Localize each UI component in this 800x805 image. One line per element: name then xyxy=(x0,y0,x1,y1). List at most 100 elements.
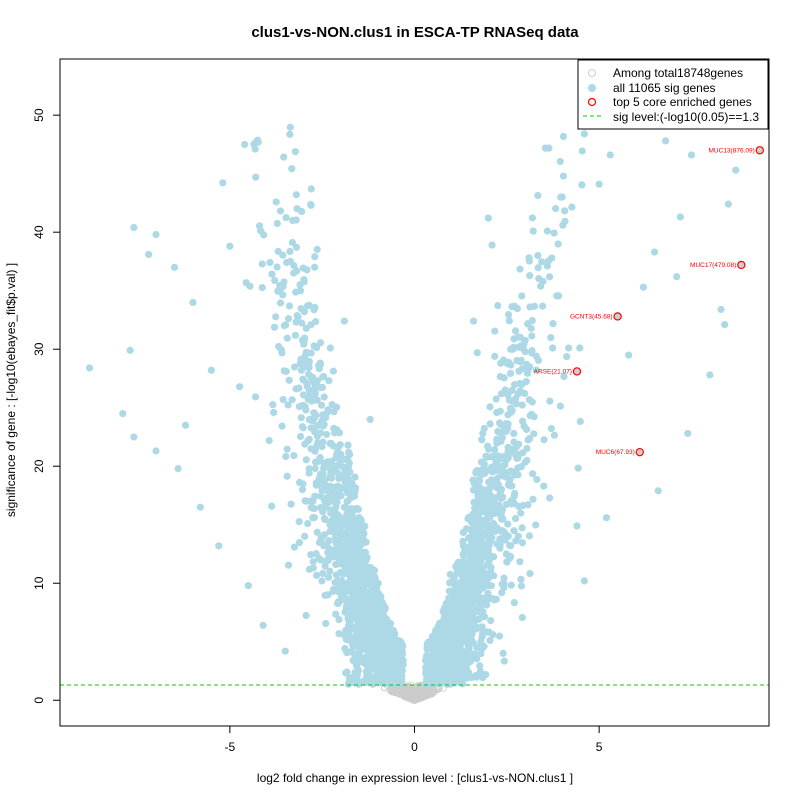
sig-point xyxy=(297,414,305,422)
sig-point xyxy=(296,281,304,289)
sig-point xyxy=(258,284,266,292)
sig-point xyxy=(357,655,365,663)
sig-point xyxy=(486,636,494,645)
sig-point xyxy=(506,467,515,475)
sig-point xyxy=(344,579,352,587)
sig-point xyxy=(494,452,502,460)
sig-point xyxy=(284,314,293,323)
sig-point xyxy=(369,579,377,587)
sig-point xyxy=(518,539,527,547)
sig-point xyxy=(329,367,337,375)
sig-point xyxy=(319,569,327,578)
sig-point xyxy=(480,486,488,494)
sig-point xyxy=(488,478,496,486)
sig-point xyxy=(333,599,342,608)
sig-point xyxy=(341,544,349,553)
sig-point xyxy=(351,596,359,604)
sig-point xyxy=(512,443,520,452)
sig-point xyxy=(491,352,499,360)
chart-title: clus1-vs-NON.clus1 in ESCA-TP RNASeq dat… xyxy=(251,24,579,41)
sig-point xyxy=(491,509,499,517)
top-gene-label: MUC13(876.09) xyxy=(709,147,755,154)
sig-point xyxy=(452,678,461,686)
sig-point xyxy=(304,519,312,528)
sig-point xyxy=(307,445,315,453)
sig-point xyxy=(324,556,332,565)
sig-point xyxy=(517,575,525,583)
sig-point xyxy=(342,520,351,528)
sig-point xyxy=(505,317,513,325)
sig-point xyxy=(514,464,522,472)
sig-point xyxy=(283,445,291,453)
sig-point xyxy=(433,647,441,655)
sig-point xyxy=(493,540,501,548)
sig-point xyxy=(301,402,309,410)
sig-point xyxy=(522,425,531,434)
legend-marker-top xyxy=(587,97,597,107)
sig-point xyxy=(578,147,586,155)
sig-point xyxy=(320,372,328,381)
x-tick-label: -5 xyxy=(225,740,236,754)
sig-point xyxy=(334,560,343,568)
sig-point xyxy=(533,475,541,484)
sig-point xyxy=(440,646,448,654)
sig-point xyxy=(301,352,309,360)
sig-point xyxy=(490,596,498,604)
sig-point xyxy=(478,436,486,444)
sig-point xyxy=(297,207,306,216)
sig-point xyxy=(311,464,319,473)
top-gene-point xyxy=(737,260,746,270)
sig-point xyxy=(511,327,520,335)
sig-point xyxy=(265,437,273,445)
sig-point xyxy=(528,332,536,340)
sig-point xyxy=(301,532,309,540)
sig-point xyxy=(130,223,138,232)
top-gene-point xyxy=(635,447,644,457)
sig-point xyxy=(293,312,301,320)
sig-point xyxy=(532,366,540,374)
sig-point xyxy=(549,320,557,328)
sig-point xyxy=(315,361,323,370)
sig-point xyxy=(295,402,304,411)
sig-point xyxy=(335,429,344,437)
sig-point xyxy=(283,258,291,267)
sig-point xyxy=(505,480,513,488)
sig-point xyxy=(310,514,319,522)
sig-point xyxy=(361,566,369,574)
sig-point xyxy=(528,316,536,325)
sig-point xyxy=(469,639,477,647)
sig-point xyxy=(292,318,300,326)
sig-point xyxy=(486,420,494,428)
sig-point xyxy=(506,408,515,416)
sig-point xyxy=(546,397,554,405)
sig-point xyxy=(331,578,339,586)
sig-point xyxy=(717,305,725,314)
sig-point xyxy=(496,509,504,517)
sig-point xyxy=(298,486,307,494)
sig-point xyxy=(305,415,314,423)
sig-point xyxy=(497,485,506,493)
sig-point xyxy=(553,292,561,300)
sig-point xyxy=(305,357,313,366)
sig-point xyxy=(215,542,223,550)
sig-point xyxy=(504,520,512,528)
sig-point xyxy=(428,653,436,661)
sig-point xyxy=(487,616,495,625)
sig-point xyxy=(330,424,338,432)
sig-point xyxy=(550,229,558,237)
sig-point xyxy=(519,345,527,353)
sig-point xyxy=(322,619,330,628)
sig-point xyxy=(483,509,491,517)
sig-point xyxy=(493,524,501,532)
sig-point xyxy=(485,527,493,536)
sig-point xyxy=(472,469,481,477)
sig-point xyxy=(470,519,478,527)
sig-point xyxy=(276,299,285,307)
sig-point xyxy=(344,507,352,515)
sig-point xyxy=(341,478,349,486)
sig-point xyxy=(297,366,306,374)
sig-point xyxy=(349,634,357,642)
sig-point xyxy=(290,269,298,277)
sig-point xyxy=(332,403,341,411)
sig-point xyxy=(313,245,321,254)
